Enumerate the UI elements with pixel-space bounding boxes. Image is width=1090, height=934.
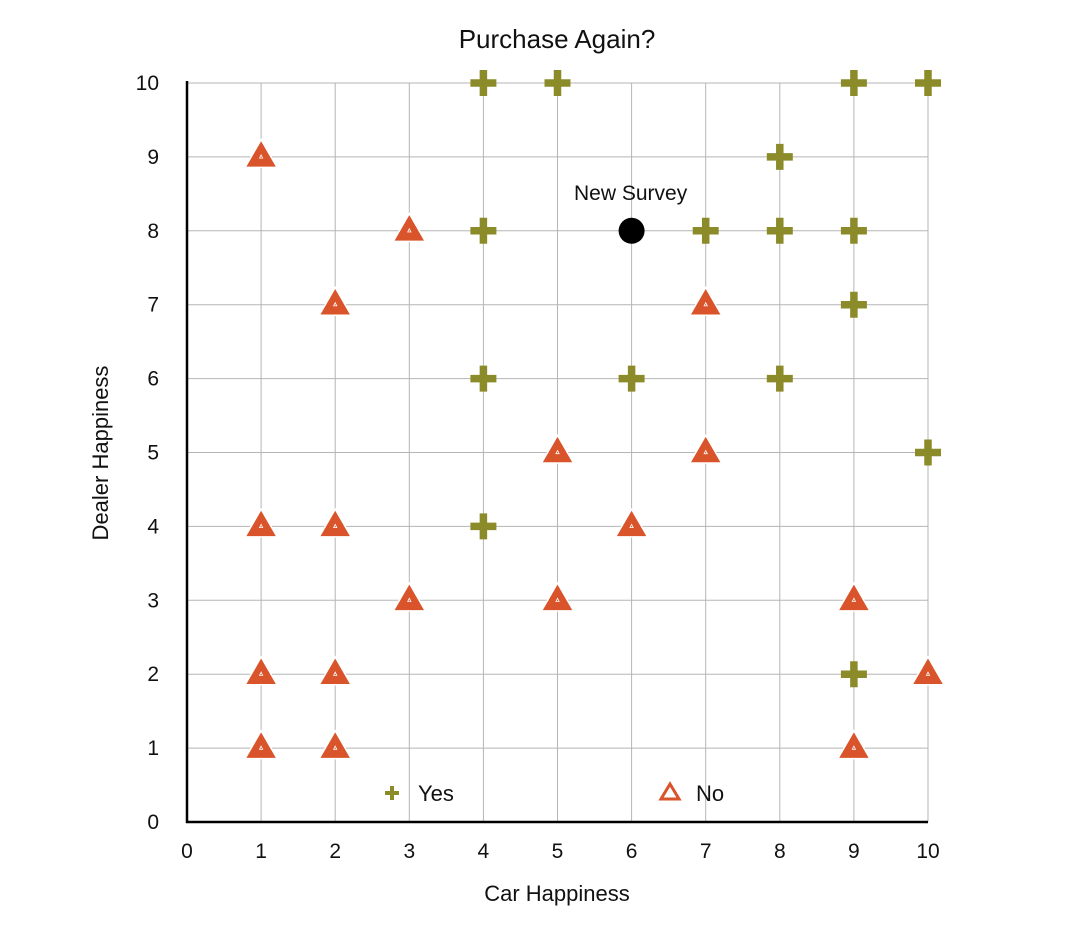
point-yes: [766, 217, 793, 244]
point-yes: [915, 70, 941, 96]
point-yes: [915, 439, 941, 466]
point-yes: [470, 217, 497, 244]
new-survey-label: New Survey: [574, 182, 688, 205]
legend-yes-label: Yes: [418, 781, 454, 806]
point-no: [614, 507, 649, 538]
point-no: [540, 581, 575, 612]
point-yes: [840, 291, 867, 318]
point-yes: [618, 365, 645, 392]
x-tick-label: 2: [329, 840, 341, 863]
y-tick-label: 7: [147, 294, 159, 317]
point-no: [243, 507, 279, 538]
x-tick-label: 10: [916, 840, 939, 863]
y-tick-label: 10: [136, 72, 159, 95]
point-yes: [470, 70, 497, 96]
x-tick-label: 0: [181, 840, 193, 863]
x-axis-title: Car Happiness: [484, 881, 630, 906]
series-yes: [470, 70, 941, 688]
point-no: [688, 433, 723, 464]
point-no: [836, 581, 872, 612]
point-no: [243, 729, 279, 760]
point-no: [392, 581, 427, 612]
point-yes: [840, 661, 867, 688]
point-no: [688, 286, 723, 316]
y-tick-label: 5: [147, 442, 159, 465]
point-yes: [544, 70, 571, 96]
new-survey-point: [618, 217, 645, 244]
point-yes: [840, 217, 867, 244]
y-tick-label: 1: [147, 737, 159, 760]
point-no: [243, 655, 279, 686]
x-tick-label: 7: [700, 840, 712, 863]
point-no: [243, 138, 279, 169]
point-yes: [470, 365, 497, 392]
y-tick-label: 6: [147, 368, 159, 391]
annotations: New Survey: [574, 182, 688, 244]
x-tick-label: 9: [848, 840, 860, 863]
point-yes: [766, 365, 793, 392]
point-no: [910, 655, 946, 686]
point-no: [540, 433, 575, 464]
y-tick-label: 3: [147, 589, 159, 612]
point-yes: [840, 70, 867, 96]
point-no: [317, 655, 353, 686]
chart-title: Purchase Again?: [459, 24, 656, 54]
y-tick-label: 8: [147, 220, 159, 243]
y-tick-label: 9: [147, 146, 159, 169]
y-tick-label: 0: [147, 811, 159, 834]
legend-no-icon: [658, 781, 682, 801]
y-tick-labels: 0 1 2 3 4 5 6 7 8 9 10: [136, 72, 160, 834]
x-tick-label: 3: [403, 840, 415, 863]
point-no: [317, 286, 353, 316]
data-points: [243, 70, 946, 760]
x-tick-label: 5: [552, 840, 564, 863]
legend: Yes No: [385, 781, 724, 806]
y-tick-label: 2: [147, 663, 159, 686]
x-tick-label: 1: [255, 840, 267, 863]
point-yes: [692, 217, 719, 244]
y-tick-label: 4: [147, 515, 159, 538]
series-no: [243, 138, 946, 760]
point-no: [317, 729, 353, 760]
point-no: [317, 507, 353, 538]
x-tick-label: 8: [774, 840, 786, 863]
legend-yes-icon: [385, 786, 399, 800]
legend-no-label: No: [696, 781, 724, 806]
point-yes: [470, 513, 497, 540]
x-tick-label: 4: [478, 840, 490, 863]
x-tick-label: 6: [626, 840, 638, 863]
axes: [185, 81, 928, 824]
x-tick-labels: 0 1 2 3 4 5 6 7 8 9 10: [181, 840, 940, 863]
y-axis-title: Dealer Happiness: [88, 366, 113, 541]
point-no: [392, 212, 427, 243]
point-yes: [766, 143, 793, 170]
point-no: [836, 729, 872, 760]
